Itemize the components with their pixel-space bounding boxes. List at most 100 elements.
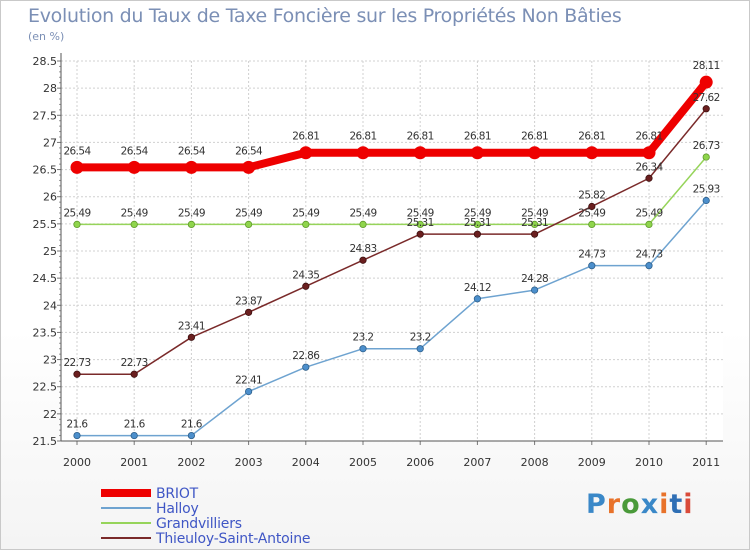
- data-point-briot: [528, 146, 542, 160]
- x-tick-label: 2006: [406, 456, 434, 469]
- data-point-thieuloy: [645, 174, 653, 182]
- data-point-briot: [242, 160, 256, 174]
- data-label-thieuloy: 22.73: [121, 357, 148, 369]
- legend: BRIOT Halloy Grandvilliers Thieuloy-Sain…: [101, 486, 361, 547]
- series-line-briot: [73, 78, 711, 172]
- data-label-grandvilliers: 25.49: [464, 207, 491, 219]
- y-tick-label: 22: [43, 408, 57, 421]
- data-label-thieuloy: 25.31: [521, 217, 548, 229]
- series-line-halloy: [76, 199, 707, 437]
- data-point-halloy: [245, 387, 253, 396]
- data-point-halloy: [359, 345, 367, 353]
- series-line-thieuloy: [76, 108, 707, 375]
- data-label-grandvilliers: 25.49: [121, 207, 148, 219]
- x-tick-label: 2009: [578, 456, 606, 469]
- legend-swatch-briot: [101, 489, 151, 497]
- data-point-grandvilliers: [530, 220, 539, 228]
- data-point-thieuloy: [530, 230, 539, 238]
- data-label-briot: 26.54: [235, 145, 263, 157]
- data-point-halloy: [73, 431, 81, 440]
- data-label-briot: 26.54: [178, 145, 206, 157]
- data-label-halloy: 23.2: [353, 332, 374, 344]
- proxiti-logo: Proxiti: [586, 489, 694, 520]
- y-tick-label: 24: [43, 299, 57, 312]
- data-point-grandvilliers: [473, 220, 481, 228]
- data-label-grandvilliers: 25.49: [235, 207, 262, 219]
- data-point-thieuloy: [130, 370, 138, 378]
- data-point-grandvilliers: [359, 220, 367, 228]
- legend-swatch-thieuloy: [101, 537, 151, 539]
- data-label-briot: 26.81: [407, 131, 434, 143]
- data-point-briot: [470, 146, 484, 160]
- data-point-grandvilliers: [73, 220, 81, 228]
- series-grandvilliers: [73, 153, 710, 228]
- y-tick-label: 21.5: [33, 435, 58, 448]
- data-label-thieuloy: 27.62: [693, 92, 720, 104]
- data-point-thieuloy: [245, 308, 253, 316]
- data-label-briot: 28.11: [693, 60, 720, 72]
- data-label-halloy: 21.6: [124, 419, 146, 431]
- legend-label-halloy: Halloy: [156, 501, 199, 517]
- axis-layer: 21.5 22 22.5 23 23.5 24 24.5 25 25.5 26 26.5 27 27.5…: [33, 53, 723, 469]
- chart-title: Evolution du Taux de Taxe Foncière sur l…: [28, 5, 622, 27]
- plot-background: [61, 61, 723, 441]
- legend-swatch-halloy: [101, 507, 151, 509]
- x-tick-label: 2010: [635, 456, 663, 469]
- y-tick-label: 27.5: [33, 109, 58, 122]
- y-tick-label: 28.5: [33, 55, 58, 68]
- y-tick-label: 26: [43, 191, 57, 204]
- y-tick-label: 27: [43, 136, 57, 149]
- data-point-halloy: [645, 262, 653, 270]
- data-point-halloy: [416, 345, 424, 353]
- data-label-halloy: 22.41: [235, 375, 262, 387]
- data-label-halloy: 24.73: [635, 249, 662, 261]
- legend-item-grandvilliers: Grandvilliers: [101, 516, 361, 532]
- legend-item-halloy: Halloy: [101, 501, 361, 517]
- data-label-halloy: 21.6: [67, 419, 89, 431]
- data-point-grandvilliers: [645, 220, 653, 228]
- series-halloy: [73, 196, 710, 440]
- data-point-halloy: [130, 431, 138, 440]
- data-point-thieuloy: [73, 370, 81, 378]
- legend-swatch-grandvilliers: [101, 522, 151, 524]
- y-tick-label: 28: [43, 82, 57, 95]
- data-label-grandvilliers: 25.49: [578, 207, 605, 219]
- data-point-grandvilliers: [588, 220, 596, 228]
- data-label-grandvilliers: 25.49: [635, 207, 662, 219]
- x-tick-label: 2004: [292, 456, 320, 469]
- data-point-halloy: [702, 196, 710, 205]
- data-label-grandvilliers: 25.49: [349, 207, 376, 219]
- data-label-thieuloy: 25.31: [464, 217, 491, 229]
- data-label-halloy: 24.28: [521, 273, 548, 285]
- data-label-halloy: 23.2: [410, 332, 431, 344]
- x-tick-label: 2008: [521, 456, 549, 469]
- series-layer: [70, 75, 713, 440]
- data-point-grandvilliers: [130, 220, 138, 228]
- legend-item-thieuloy: Thieuloy-Saint-Antoine: [101, 531, 361, 547]
- data-label-grandvilliers: 25.49: [178, 207, 205, 219]
- data-label-thieuloy: 24.35: [292, 269, 319, 281]
- data-point-briot: [70, 160, 84, 174]
- data-point-briot: [356, 146, 370, 160]
- line-chart: 21.5 22 22.5 23 23.5 24 24.5 25 25.5 26 26.5 27 27.5…: [33, 53, 723, 469]
- data-label-thieuloy: 23.87: [235, 295, 262, 307]
- data-label-grandvilliers: 26.73: [693, 140, 720, 152]
- data-point-thieuloy: [302, 282, 310, 290]
- data-label-briot: 26.81: [635, 131, 662, 143]
- data-point-halloy: [588, 262, 596, 270]
- data-label-thieuloy: 23.41: [178, 320, 205, 332]
- legend-label-grandvilliers: Grandvilliers: [156, 516, 242, 532]
- data-point-thieuloy: [416, 230, 424, 238]
- data-label-halloy: 25.93: [693, 184, 720, 196]
- data-label-grandvilliers: 25.49: [63, 207, 90, 219]
- data-label-briot: 26.81: [578, 131, 605, 143]
- y-tick-label: 25: [43, 245, 57, 258]
- data-point-briot: [184, 160, 198, 174]
- data-point-briot: [585, 146, 599, 160]
- data-point-thieuloy: [588, 202, 596, 211]
- data-point-briot: [127, 160, 141, 174]
- data-point-briot: [299, 146, 313, 160]
- data-label-grandvilliers: 25.49: [292, 207, 319, 219]
- x-tick-label: 2003: [235, 456, 263, 469]
